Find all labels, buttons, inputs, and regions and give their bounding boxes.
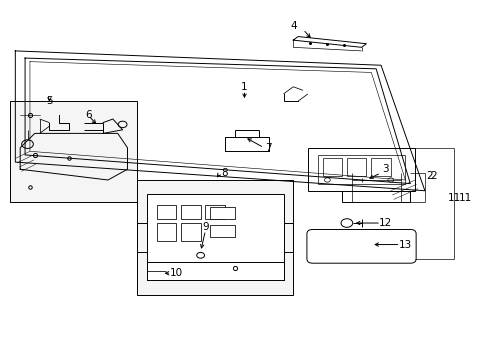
Bar bbox=[346, 158, 366, 176]
Text: 7: 7 bbox=[265, 143, 272, 153]
Text: 5: 5 bbox=[46, 96, 53, 106]
Text: 3: 3 bbox=[382, 164, 388, 174]
Bar bbox=[317, 155, 405, 184]
Bar bbox=[307, 148, 414, 191]
Bar bbox=[205, 205, 224, 220]
Bar bbox=[137, 180, 293, 295]
Text: 2: 2 bbox=[429, 171, 435, 181]
Text: 11: 11 bbox=[447, 193, 460, 203]
Bar bbox=[322, 158, 341, 176]
Bar bbox=[210, 207, 234, 220]
Bar bbox=[157, 205, 176, 220]
Text: 12: 12 bbox=[379, 218, 392, 228]
Bar bbox=[147, 194, 283, 280]
Text: 1: 1 bbox=[241, 82, 247, 92]
Bar bbox=[181, 205, 200, 220]
Bar bbox=[157, 223, 176, 241]
Bar bbox=[370, 158, 390, 176]
Text: 4: 4 bbox=[289, 21, 296, 31]
Bar bbox=[181, 223, 200, 241]
Text: 2: 2 bbox=[426, 171, 432, 181]
Text: 10: 10 bbox=[169, 268, 183, 278]
FancyBboxPatch shape bbox=[306, 229, 415, 263]
Text: 8: 8 bbox=[221, 168, 228, 178]
Bar bbox=[210, 225, 234, 237]
Text: 6: 6 bbox=[85, 111, 92, 121]
Text: 13: 13 bbox=[398, 239, 411, 249]
Bar bbox=[341, 173, 409, 202]
Text: 11: 11 bbox=[458, 193, 471, 203]
Bar bbox=[10, 101, 137, 202]
Bar bbox=[147, 262, 283, 280]
Text: 9: 9 bbox=[202, 222, 208, 231]
